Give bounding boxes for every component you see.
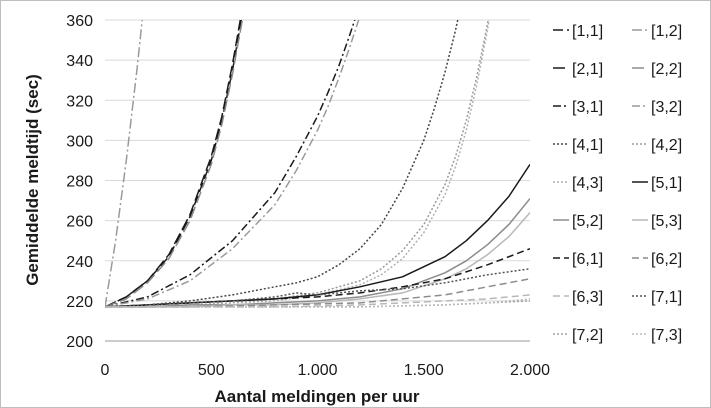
y-tick-label: 320 bbox=[66, 93, 93, 110]
series-line bbox=[105, 20, 490, 308]
legend-label: [7,1] bbox=[651, 289, 682, 306]
series-line bbox=[105, 20, 242, 308]
legend-label: [2,2] bbox=[651, 61, 682, 78]
series-line bbox=[105, 20, 143, 308]
legend-label: [1,2] bbox=[651, 23, 682, 40]
series-lines bbox=[105, 20, 530, 308]
legend-label: [6,2] bbox=[651, 251, 682, 268]
legend-label: [3,2] bbox=[651, 99, 682, 116]
y-tick-label: 200 bbox=[66, 334, 93, 351]
series-line bbox=[105, 268, 530, 308]
series-line bbox=[105, 294, 530, 308]
x-axis-title: Aantal meldingen per uur bbox=[215, 387, 420, 406]
legend-label: [1,1] bbox=[572, 23, 603, 40]
legend-label: [5,2] bbox=[572, 213, 603, 230]
series-line bbox=[105, 20, 360, 308]
y-tick-label: 220 bbox=[66, 294, 93, 311]
y-tick-label: 360 bbox=[66, 13, 93, 30]
gridlines bbox=[105, 19, 530, 302]
series-line bbox=[105, 198, 530, 308]
series-line bbox=[105, 247, 530, 308]
legend-label: [6,1] bbox=[572, 251, 603, 268]
series-line bbox=[105, 20, 459, 308]
legend-label: [7,2] bbox=[572, 327, 603, 344]
series-line bbox=[105, 20, 244, 308]
legend-label: [5,3] bbox=[651, 213, 682, 230]
legend: [1,1] [1,2] [2,1] [2,2] [3,1] [3,2] [4,1] [4,2]… bbox=[553, 23, 682, 344]
y-axis-ticks: 200 220 240 260 280 300 320 340 360 bbox=[66, 13, 93, 351]
series-line bbox=[105, 20, 356, 308]
legend-label: [4,2] bbox=[651, 137, 682, 154]
y-tick-label: 340 bbox=[66, 53, 93, 70]
legend-label: [7,3] bbox=[651, 327, 682, 344]
x-tick-label: 1.500 bbox=[404, 362, 444, 379]
legend-label: [4,3] bbox=[572, 175, 603, 192]
x-tick-label: 2.000 bbox=[510, 362, 550, 379]
x-tick-label: 500 bbox=[198, 362, 225, 379]
legend-label: [4,1] bbox=[572, 137, 603, 154]
y-axis-title: Gemiddelde meldtijd (sec) bbox=[23, 74, 42, 286]
legend-label: [2,1] bbox=[572, 61, 603, 78]
y-tick-label: 300 bbox=[66, 133, 93, 150]
x-tick-label: 1.000 bbox=[297, 362, 337, 379]
y-tick-label: 280 bbox=[66, 174, 93, 191]
x-axis-ticks: 0 500 1.000 1.500 2.000 bbox=[101, 362, 551, 379]
y-tick-label: 260 bbox=[66, 214, 93, 231]
series-line bbox=[105, 298, 530, 308]
x-tick-label: 0 bbox=[101, 362, 110, 379]
legend-label: [3,1] bbox=[572, 99, 603, 116]
legend-label: [5,1] bbox=[651, 175, 682, 192]
y-tick-label: 240 bbox=[66, 254, 93, 271]
legend-label: [6,3] bbox=[572, 289, 603, 306]
